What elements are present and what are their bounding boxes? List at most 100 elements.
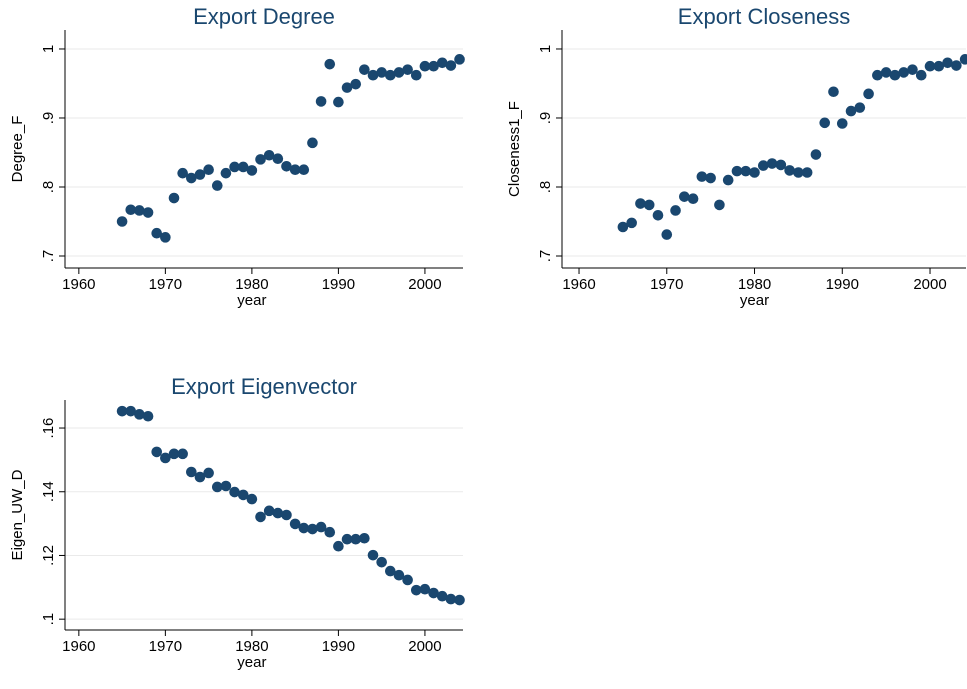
data-point — [298, 164, 310, 176]
data-point — [220, 167, 232, 179]
data-point — [872, 69, 883, 81]
data-point — [168, 192, 180, 204]
x-tick-label: 2000 — [408, 276, 441, 293]
data-point — [359, 64, 370, 75]
data-point — [749, 167, 760, 178]
data-point — [211, 180, 223, 191]
data-point — [836, 118, 848, 129]
data-point — [766, 158, 778, 169]
data-point — [402, 574, 413, 586]
x-tick-label: 2000 — [408, 638, 441, 655]
y-tick-label: .12 — [40, 545, 57, 566]
data-point — [307, 523, 318, 535]
data-point — [714, 199, 725, 211]
data-point — [350, 78, 362, 90]
data-point — [177, 167, 188, 179]
chart-title: Export Degree — [193, 4, 335, 29]
data-point — [731, 165, 743, 177]
data-point — [643, 199, 655, 211]
y-tick-label: .8 — [40, 181, 57, 194]
data-point — [775, 159, 787, 171]
data-point — [263, 149, 275, 161]
data-point — [740, 165, 752, 177]
data-point — [393, 67, 405, 78]
data-point — [924, 60, 936, 72]
data-point — [289, 164, 301, 176]
data-point — [635, 198, 646, 209]
data-point — [237, 489, 249, 501]
x-tick-label: 1990 — [322, 276, 355, 293]
data-point — [134, 409, 145, 420]
data-point — [211, 481, 223, 493]
data-point — [359, 532, 370, 544]
data-point — [933, 60, 945, 72]
data-point — [229, 486, 240, 498]
y-tick-label: .7 — [537, 250, 554, 263]
data-point — [705, 172, 716, 184]
data-point — [854, 102, 866, 113]
x-tick-label: 1970 — [650, 276, 683, 293]
data-point — [428, 587, 439, 599]
data-point — [454, 594, 465, 606]
data-point — [142, 207, 154, 218]
data-point — [246, 493, 258, 505]
data-point — [255, 511, 266, 523]
data-point — [341, 82, 353, 93]
data-point — [445, 593, 457, 605]
data-point — [298, 522, 310, 534]
y-tick-label: .9 — [537, 112, 554, 125]
y-axis-label: Eigen_UW_D — [9, 469, 26, 560]
data-point — [125, 405, 137, 417]
x-tick-label: 1990 — [826, 276, 859, 293]
data-point — [134, 205, 145, 216]
chart-title: Export Closeness — [678, 4, 850, 29]
data-point — [402, 64, 413, 75]
y-axis-label: Closeness1_F — [506, 101, 523, 197]
x-tick-label: 1980 — [738, 276, 771, 293]
data-point — [203, 467, 214, 479]
data-point — [410, 584, 422, 596]
data-point — [757, 160, 769, 171]
data-point — [307, 137, 318, 149]
data-point — [350, 533, 362, 545]
data-point — [116, 405, 128, 417]
y-axis-label: Degree_F — [9, 116, 26, 183]
data-point — [942, 57, 953, 69]
data-point — [177, 448, 188, 460]
y-tick-label: .9 — [40, 112, 57, 125]
x-tick-label: 1990 — [322, 638, 355, 655]
data-point — [801, 167, 813, 178]
data-point — [419, 583, 431, 595]
data-point — [186, 466, 197, 478]
y-tick-label: .16 — [40, 418, 57, 439]
data-point — [203, 164, 214, 176]
data-point — [229, 161, 240, 173]
data-point — [880, 67, 892, 78]
x-axis-label: year — [237, 654, 266, 671]
data-point — [436, 590, 448, 602]
x-tick-label: 1960 — [62, 276, 95, 293]
data-point — [845, 105, 857, 117]
x-tick-label: 1980 — [235, 638, 268, 655]
data-point — [445, 60, 457, 71]
data-point — [626, 217, 637, 229]
data-point — [652, 209, 664, 221]
data-point — [186, 172, 197, 184]
x-tick-label: 1980 — [235, 276, 268, 293]
data-point — [220, 480, 232, 492]
data-point — [951, 60, 962, 71]
data-point — [367, 69, 379, 81]
data-point — [263, 505, 275, 517]
data-point — [237, 161, 249, 173]
data-point — [793, 167, 804, 178]
data-point — [722, 174, 734, 186]
y-tick-label: .14 — [40, 481, 57, 502]
data-point — [160, 232, 171, 243]
data-point — [281, 160, 292, 172]
data-point — [376, 67, 387, 78]
x-tick-label: 1970 — [149, 638, 182, 655]
data-point — [255, 154, 266, 165]
data-point — [341, 533, 353, 545]
